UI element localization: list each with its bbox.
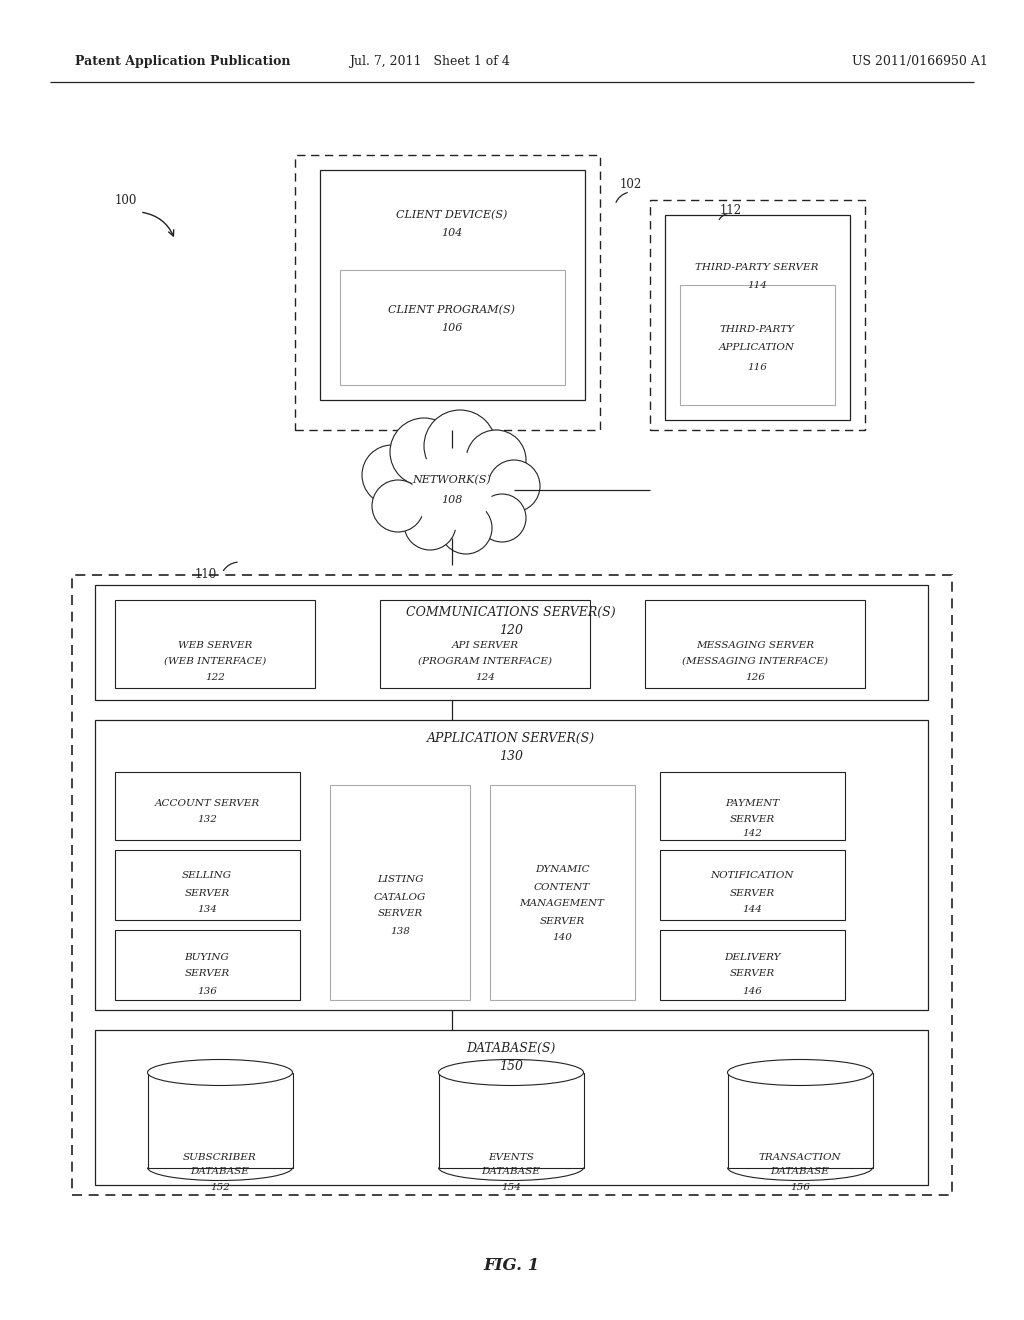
Text: 108: 108: [441, 495, 463, 506]
Bar: [340, 271, 565, 385]
Text: 138: 138: [390, 927, 410, 936]
Text: CLIENT PROGRAM(S): CLIENT PROGRAM(S): [388, 305, 515, 315]
Bar: [72, 576, 952, 1195]
Text: MANAGEMENT: MANAGEMENT: [519, 899, 604, 908]
Text: CLIENT DEVICE(S): CLIENT DEVICE(S): [396, 210, 508, 220]
Bar: [490, 785, 635, 1001]
Text: THIRD-PARTY SERVER: THIRD-PARTY SERVER: [695, 264, 819, 272]
Bar: [95, 585, 928, 700]
Text: TRANSACTION: TRANSACTION: [759, 1154, 842, 1163]
Bar: [660, 850, 845, 920]
Text: 114: 114: [748, 281, 767, 289]
Text: DELIVERY: DELIVERY: [724, 953, 780, 961]
Text: DATABASE: DATABASE: [771, 1167, 829, 1176]
Ellipse shape: [147, 1060, 293, 1085]
Text: 154: 154: [501, 1184, 521, 1192]
Bar: [319, 170, 585, 400]
Bar: [330, 785, 470, 1001]
Text: APPLICATION: APPLICATION: [719, 343, 795, 352]
Text: EVENTS: EVENTS: [488, 1154, 534, 1163]
Text: 122: 122: [205, 672, 225, 681]
Bar: [645, 601, 865, 688]
Text: SERVER: SERVER: [729, 888, 774, 898]
Bar: [650, 201, 865, 430]
Text: (MESSAGING INTERFACE): (MESSAGING INTERFACE): [682, 656, 828, 665]
Text: 152: 152: [210, 1184, 230, 1192]
Text: 116: 116: [748, 363, 767, 372]
Text: 140: 140: [552, 933, 572, 942]
Text: DATABASE: DATABASE: [481, 1167, 541, 1176]
Bar: [295, 154, 600, 430]
Bar: [115, 772, 300, 840]
Text: 112: 112: [720, 203, 742, 216]
Bar: [147, 1072, 293, 1167]
Text: US 2011/0166950 A1: US 2011/0166950 A1: [852, 55, 988, 69]
Bar: [660, 772, 845, 840]
Text: APPLICATION SERVER(S): APPLICATION SERVER(S): [427, 731, 595, 744]
Text: 156: 156: [791, 1184, 810, 1192]
Text: DATABASE(S): DATABASE(S): [466, 1041, 556, 1055]
Text: ACCOUNT SERVER: ACCOUNT SERVER: [155, 799, 260, 808]
Text: 150: 150: [499, 1060, 523, 1072]
Text: 104: 104: [441, 228, 463, 238]
Text: 142: 142: [742, 829, 762, 837]
Text: 126: 126: [745, 672, 765, 681]
Text: API SERVER: API SERVER: [452, 640, 518, 649]
Text: Jul. 7, 2011   Sheet 1 of 4: Jul. 7, 2011 Sheet 1 of 4: [349, 55, 510, 69]
Ellipse shape: [727, 1060, 872, 1085]
Text: 100: 100: [115, 194, 137, 206]
Text: MESSAGING SERVER: MESSAGING SERVER: [696, 640, 814, 649]
Text: DATABASE: DATABASE: [190, 1167, 250, 1176]
Text: SERVER: SERVER: [540, 916, 585, 925]
Bar: [438, 1072, 584, 1167]
Text: DYNAMIC: DYNAMIC: [535, 866, 590, 874]
Text: LISTING: LISTING: [377, 875, 423, 884]
Bar: [95, 719, 928, 1010]
Text: 102: 102: [620, 178, 642, 191]
Text: COMMUNICATIONS SERVER(S): COMMUNICATIONS SERVER(S): [407, 606, 615, 619]
Text: 146: 146: [742, 986, 762, 995]
Text: 144: 144: [742, 906, 762, 915]
Bar: [727, 1072, 872, 1167]
Bar: [665, 215, 850, 420]
Text: CATALOG: CATALOG: [374, 892, 426, 902]
Text: THIRD-PARTY: THIRD-PARTY: [720, 326, 795, 334]
Text: SERVER: SERVER: [729, 969, 774, 978]
Text: NOTIFICATION: NOTIFICATION: [711, 871, 794, 880]
Text: BUYING: BUYING: [184, 953, 229, 961]
Ellipse shape: [438, 1060, 584, 1085]
Bar: [115, 931, 300, 1001]
Text: 106: 106: [441, 323, 463, 333]
Bar: [380, 601, 590, 688]
Bar: [680, 285, 835, 405]
Text: SERVER: SERVER: [184, 969, 229, 978]
Text: (WEB INTERFACE): (WEB INTERFACE): [164, 656, 266, 665]
Text: CONTENT: CONTENT: [534, 883, 590, 891]
Bar: [115, 601, 315, 688]
Text: 134: 134: [197, 906, 217, 915]
Text: SERVER: SERVER: [184, 888, 229, 898]
Circle shape: [412, 450, 492, 531]
Bar: [115, 850, 300, 920]
Text: SERVER: SERVER: [378, 909, 423, 919]
Text: (PROGRAM INTERFACE): (PROGRAM INTERFACE): [418, 656, 552, 665]
Text: NETWORK(S): NETWORK(S): [413, 475, 492, 486]
Text: Patent Application Publication: Patent Application Publication: [75, 55, 291, 69]
Text: SERVER: SERVER: [729, 816, 774, 825]
Text: 110: 110: [195, 569, 217, 582]
Text: 124: 124: [475, 672, 495, 681]
Bar: [95, 1030, 928, 1185]
Text: 136: 136: [197, 986, 217, 995]
Text: WEB SERVER: WEB SERVER: [178, 640, 252, 649]
Text: SELLING: SELLING: [182, 871, 232, 880]
Text: PAYMENT: PAYMENT: [725, 799, 779, 808]
Text: SUBSCRIBER: SUBSCRIBER: [183, 1154, 257, 1163]
Bar: [660, 931, 845, 1001]
Text: 132: 132: [197, 816, 217, 825]
Text: 120: 120: [499, 623, 523, 636]
Text: FIG. 1: FIG. 1: [484, 1257, 540, 1274]
Text: 130: 130: [499, 750, 523, 763]
